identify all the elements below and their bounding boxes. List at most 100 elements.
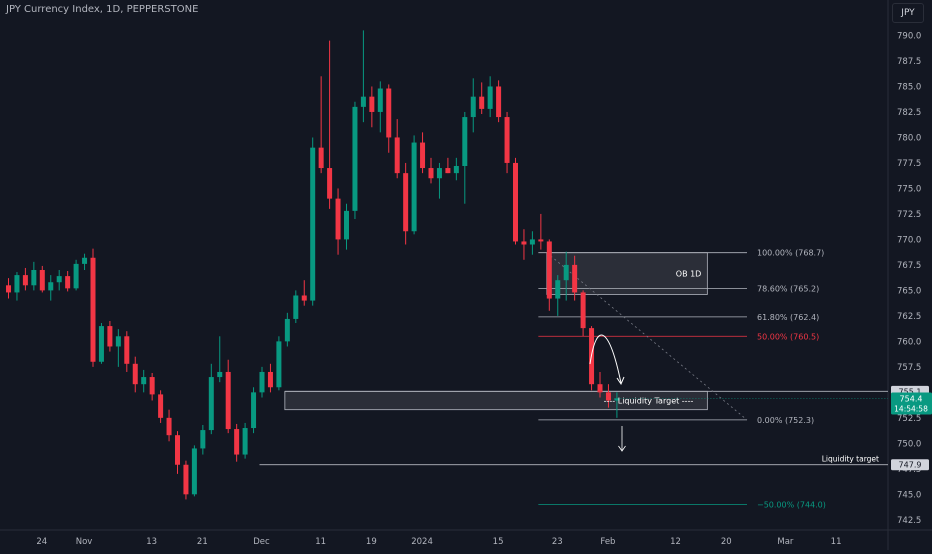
candle-body [555,280,561,299]
x-tick-label: 13 [146,537,157,547]
candle [284,312,290,347]
candle-body [318,147,324,169]
candle-body [504,117,510,163]
candle [22,267,28,291]
currency-badge[interactable]: JPY [892,3,924,23]
candle-body [90,257,96,362]
candle-body [22,275,28,286]
candle-body [225,371,231,430]
candle-body [411,142,417,232]
fib-level-label: 50.00% (760.5) [757,332,819,341]
y-tick-label: 770.0 [897,235,921,245]
candle [386,84,392,153]
ob-label: OB 1D [676,270,702,279]
candle-body [141,377,147,385]
candle-body [546,241,552,299]
liquidity-zone-label: ---- Liquidity Target ---- [604,397,694,406]
candle [166,409,172,442]
x-tick-label: Dec [253,537,270,547]
x-tick-label: Mar [777,537,794,547]
candle [217,336,223,383]
candle [369,86,375,128]
candle-body [436,168,442,179]
fib-level-label: −50.00% (744.0) [757,501,826,510]
x-tick-label: Nov [76,537,93,547]
candle [546,239,552,311]
candle [572,255,578,301]
candle [310,137,316,306]
candle-body [56,276,62,283]
y-tick-label: 772.5 [897,210,921,220]
candle-body [124,336,130,364]
curved-arrow-path [589,334,622,384]
x-tick-label: 19 [366,537,377,547]
candle-body [31,270,37,286]
candle-body [65,276,71,289]
candle-body [251,392,257,429]
x-tick-label: 15 [493,537,504,547]
y-tick-label: 785.0 [897,82,921,92]
candle [191,445,197,497]
candle-body [208,377,214,431]
candle-body [242,428,248,455]
candle [496,80,502,123]
candle-body [428,168,434,179]
candle-body [369,96,375,112]
candle-body [470,96,476,118]
candle-body [360,96,366,107]
candle [225,359,231,434]
candle [39,265,45,293]
candle [73,259,79,291]
candle-body [597,384,603,393]
candle [487,76,493,118]
candle [589,326,595,391]
y-tick-label: 750.0 [897,439,921,449]
fib-level-label: 61.80% (762.4) [757,313,819,322]
candle-body [445,168,451,174]
candle [563,251,569,301]
candle [158,390,164,423]
fib-diagonal-line [546,252,748,421]
candle [555,275,561,316]
candle [48,275,54,301]
candle-body [327,168,333,199]
candle [276,336,282,391]
candle [65,271,71,292]
y-tick-label: 767.5 [897,261,921,271]
candle [344,203,349,250]
candle [183,460,189,500]
candle-body [420,142,426,169]
y-tick-label: 787.5 [897,57,921,67]
candle [14,272,20,301]
candle-body [234,429,240,455]
candle [580,290,586,337]
y-tick-label: 762.5 [897,312,921,322]
candle [403,162,409,245]
candle [597,371,603,398]
y-tick-label: 782.5 [897,108,921,118]
candle [82,253,88,270]
candle [149,372,155,401]
candle [234,423,240,462]
candle-body [496,86,502,118]
candle-body [191,448,197,495]
candle-body [479,96,485,109]
candle-body [352,106,358,211]
candle-body [284,318,290,342]
candle-body [217,371,223,378]
candle-body [513,162,518,242]
y-tick-label: 777.5 [897,159,921,169]
candle [470,78,476,133]
price-tag-755: 755.1 [899,387,922,396]
candle [462,111,468,204]
curved-arrow-head [616,376,625,386]
x-tick-label: 21 [197,537,208,547]
current-price-value: 754.4 [900,394,923,403]
y-tick-label: 780.0 [897,133,921,143]
candle [453,157,459,181]
candle [242,422,248,459]
candle-body [572,264,578,293]
candle-body [563,264,569,281]
price-tag-liquidity-bg [891,459,929,471]
candle [208,363,214,435]
